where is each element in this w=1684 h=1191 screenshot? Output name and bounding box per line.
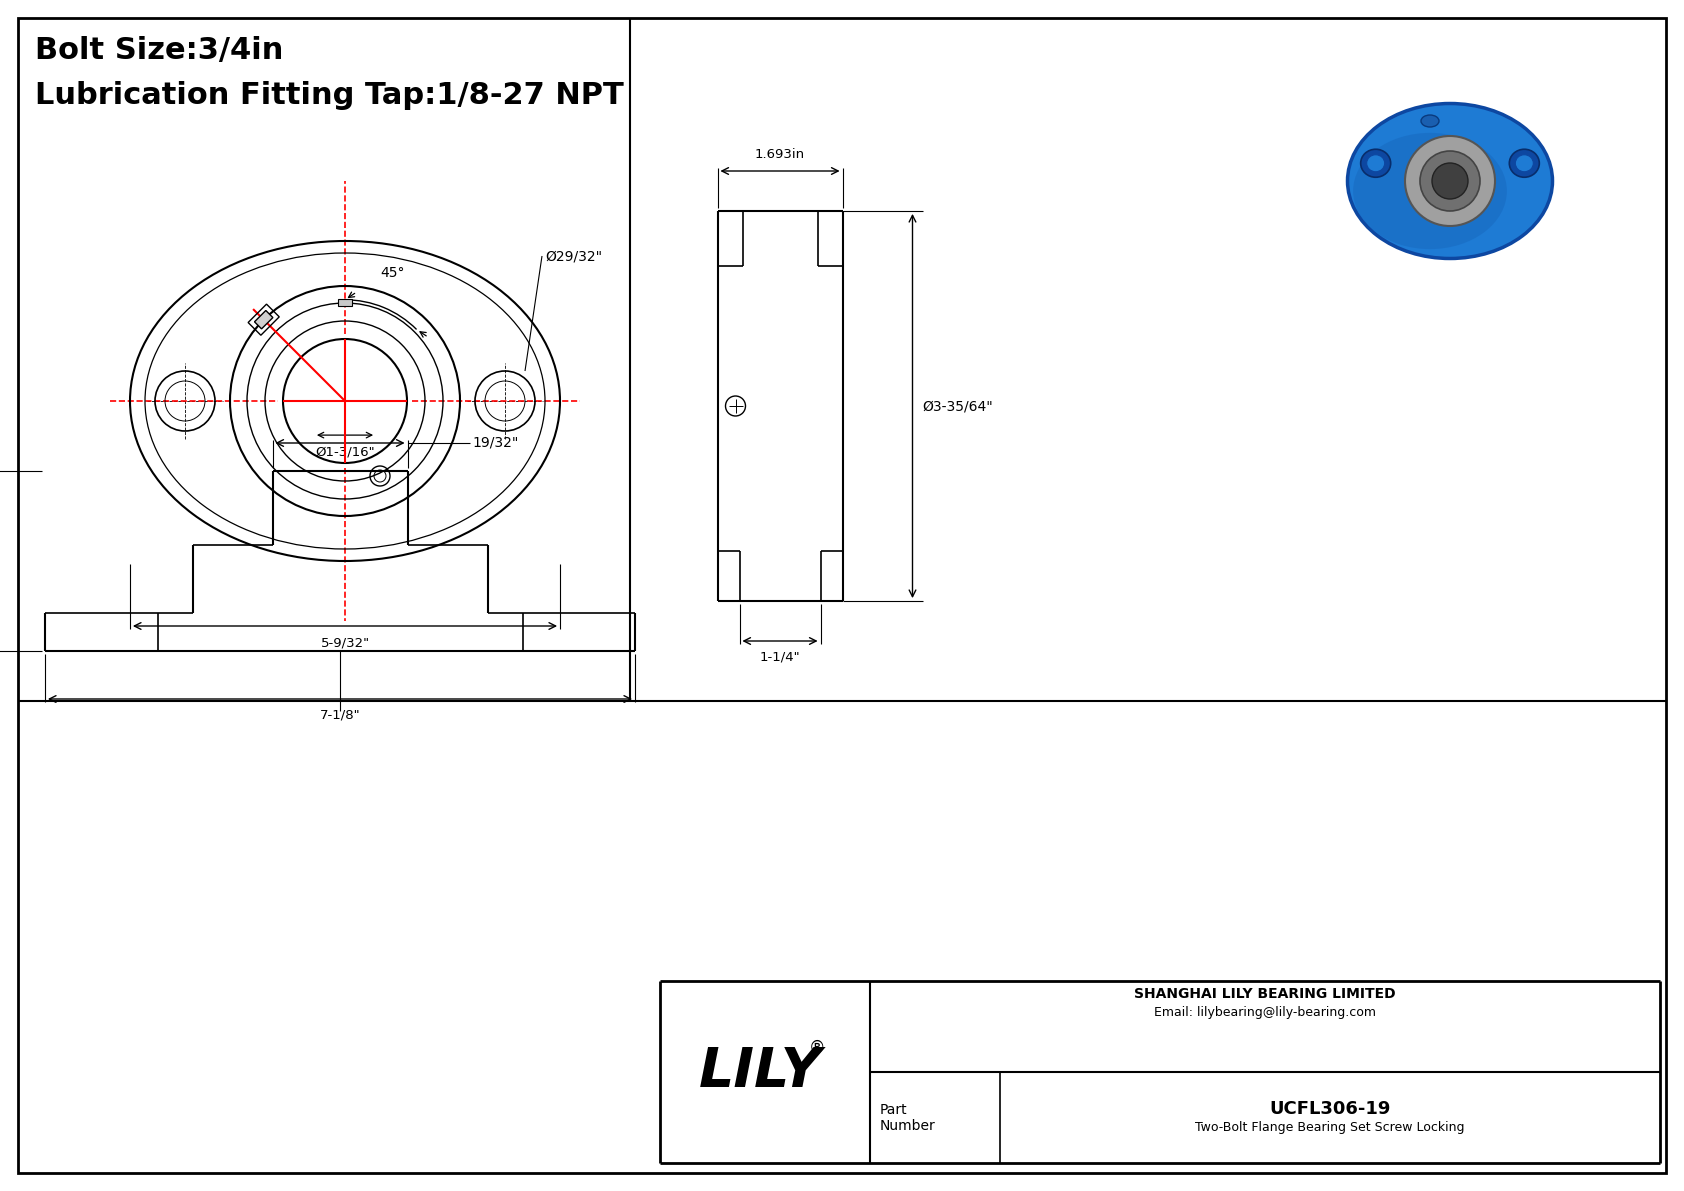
Text: Ø3-35/64": Ø3-35/64" (923, 399, 994, 413)
Ellipse shape (1347, 104, 1553, 258)
Ellipse shape (1354, 133, 1507, 249)
Text: 19/32": 19/32" (473, 436, 519, 450)
Text: ®: ® (808, 1039, 825, 1056)
Text: Part: Part (881, 1103, 908, 1116)
Text: 45°: 45° (381, 266, 404, 280)
Text: 7-1/8": 7-1/8" (320, 709, 360, 722)
Ellipse shape (1509, 149, 1539, 177)
Text: Ø1-3/16": Ø1-3/16" (315, 445, 376, 459)
Circle shape (1431, 163, 1468, 199)
Text: Bolt Size:3/4in: Bolt Size:3/4in (35, 36, 283, 66)
Ellipse shape (1516, 155, 1534, 172)
Text: UCFL306-19: UCFL306-19 (1270, 1100, 1391, 1118)
Ellipse shape (1421, 116, 1440, 127)
Text: 1.693in: 1.693in (754, 148, 805, 161)
Bar (338, 299, 352, 306)
Text: SHANGHAI LILY BEARING LIMITED: SHANGHAI LILY BEARING LIMITED (1135, 987, 1396, 1000)
Circle shape (1404, 136, 1495, 226)
Text: 1-1/4": 1-1/4" (759, 651, 800, 665)
Text: Lubrication Fitting Tap:1/8-27 NPT: Lubrication Fitting Tap:1/8-27 NPT (35, 81, 623, 110)
Ellipse shape (1361, 149, 1391, 177)
Ellipse shape (1367, 155, 1384, 172)
Circle shape (1420, 151, 1480, 211)
Polygon shape (254, 311, 273, 329)
Text: Email: lilybearing@lily-bearing.com: Email: lilybearing@lily-bearing.com (1154, 1006, 1376, 1019)
Text: Ø29/32": Ø29/32" (546, 249, 603, 263)
Text: Number: Number (881, 1118, 936, 1133)
Text: LILY: LILY (699, 1045, 822, 1099)
Text: Two-Bolt Flange Bearing Set Screw Locking: Two-Bolt Flange Bearing Set Screw Lockin… (1196, 1121, 1465, 1134)
Text: 5-9/32": 5-9/32" (320, 636, 369, 649)
